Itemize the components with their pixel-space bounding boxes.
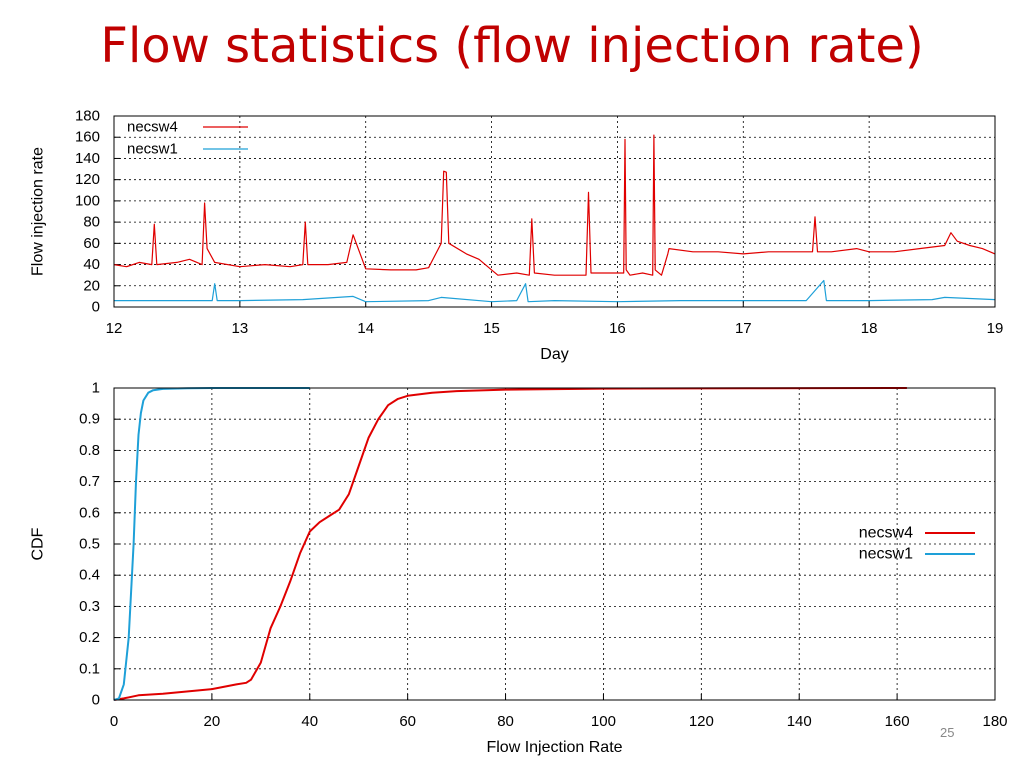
page-number: 25	[940, 725, 955, 740]
chart2-x-tick-label: 20	[204, 713, 221, 730]
chart1-x-tick-label: 16	[609, 320, 626, 337]
chart1-y-tick-label: 20	[83, 277, 100, 294]
chart2-series-necsw4-line	[113, 387, 907, 701]
chart1-y-tick-label: 160	[75, 129, 100, 146]
chart1-legend-label: necsw4	[127, 119, 178, 136]
chart2-y-tick-label: 0.1	[79, 660, 100, 677]
chart2-plot-frame	[113, 387, 996, 701]
chart1-y-tick-label: 60	[83, 235, 100, 252]
chart1-x-tick-label: 12	[106, 320, 123, 337]
chart2-y-tick-label: 0.4	[79, 567, 100, 584]
chart1-legend-label: necsw1	[127, 141, 178, 158]
chart1-x-tick-label: 18	[861, 320, 878, 337]
chart2-y-tick-label: 0.6	[79, 504, 100, 521]
chart2-legend-label: necsw1	[859, 546, 913, 563]
chart1-x-tick-label: 17	[735, 320, 752, 337]
chart2-x-tick-label: 60	[399, 713, 416, 730]
chart1-x-tick-label: 19	[987, 320, 1004, 337]
chart2-y-tick-label: 0.7	[79, 473, 100, 490]
chart2-x-tick-label: 120	[689, 713, 714, 730]
chart2-x-tick-label: 180	[982, 713, 1007, 730]
chart2-y-tick-label: 0.8	[79, 442, 100, 459]
chart1-y-axis-label: Flow injection rate	[30, 147, 47, 276]
chart2-y-axis-label: CDF	[30, 527, 47, 560]
chart1-y-tick-label: 40	[83, 256, 100, 273]
chart1-y-tick-label: 140	[75, 150, 100, 167]
chart2-legend-label: necsw4	[859, 525, 913, 542]
chart2-y-tick-label: 0.3	[79, 598, 100, 615]
chart2-y-tick-label: 0.5	[79, 536, 100, 553]
slide-title: Flow statistics (flow injection rate)	[100, 18, 924, 74]
chart1-y-tick-label: 120	[75, 171, 100, 188]
chart2-y-tick-label: 0.9	[79, 411, 100, 428]
chart2-y-tick-label: 1	[92, 380, 100, 397]
chart1-series-necsw4-line	[113, 134, 996, 276]
chart1-series-necsw1-line	[114, 279, 996, 303]
chart2-y-tick-label: 0.2	[79, 629, 100, 646]
chart1-x-tick-label: 13	[232, 320, 249, 337]
chart1-x-axis-label: Day	[540, 346, 568, 363]
chart1-x-tick-label: 14	[357, 320, 374, 337]
chart2-y-tick-label: 0	[92, 692, 100, 709]
chart1-y-tick-label: 100	[75, 192, 100, 209]
chart2-x-tick-label: 0	[110, 713, 118, 730]
chart2-x-tick-label: 140	[787, 713, 812, 730]
chart2-x-tick-label: 160	[885, 713, 910, 730]
chart1-x-tick-label: 15	[483, 320, 500, 337]
chart1-y-tick-label: 0	[92, 299, 100, 316]
chart1-y-tick-label: 180	[75, 108, 100, 125]
chart2-x-tick-label: 80	[497, 713, 514, 730]
chart2-x-tick-label: 40	[301, 713, 318, 730]
chart1-y-tick-label: 80	[83, 214, 100, 231]
chart2-x-axis-label: Flow Injection Rate	[486, 739, 622, 756]
chart1-plot-frame	[113, 115, 996, 308]
chart2-x-tick-label: 100	[591, 713, 616, 730]
